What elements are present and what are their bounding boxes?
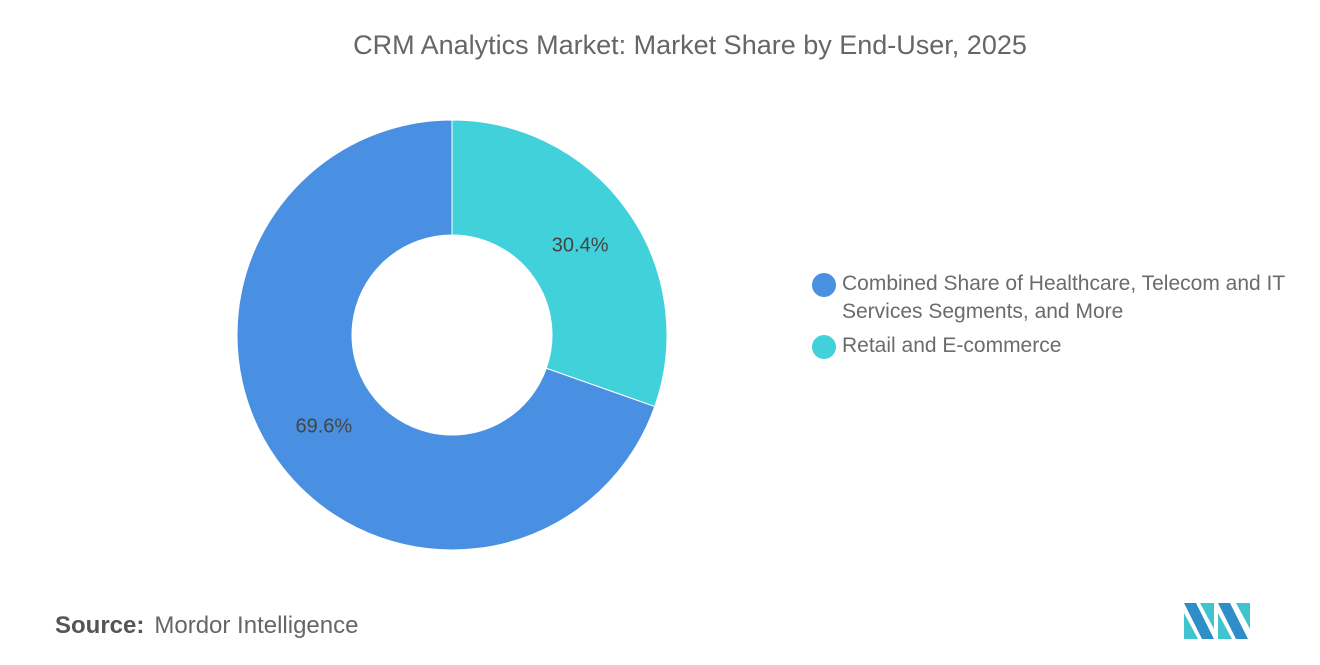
legend: Combined Share of Healthcare, Telecom an… (812, 270, 1302, 366)
legend-swatch (812, 273, 836, 297)
legend-label: Combined Share of Healthcare, Telecom an… (842, 272, 1285, 323)
legend-item: Combined Share of Healthcare, Telecom an… (812, 270, 1302, 326)
legend-label: Retail and E-commerce (842, 334, 1062, 357)
donut-slice (236, 119, 656, 551)
data-label: 69.6% (295, 416, 352, 438)
data-label: 30.4% (552, 234, 609, 256)
chart-title: CRM Analytics Market: Market Share by En… (353, 30, 1027, 60)
legend-swatch (812, 335, 836, 359)
mordor-logo (1184, 603, 1250, 639)
source-note: Source: Mordor Intelligence (55, 612, 358, 640)
source-label: Source: (55, 612, 145, 639)
legend-item: Retail and E-commerce (812, 332, 1302, 360)
source-value: Mordor Intelligence (154, 612, 359, 639)
donut-slice (451, 119, 668, 408)
